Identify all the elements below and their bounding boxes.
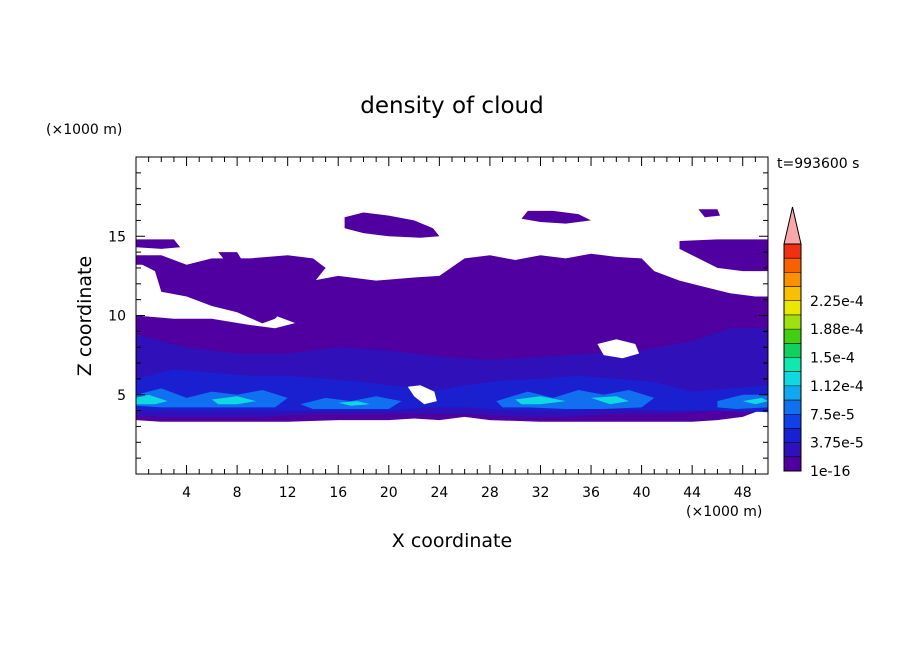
x-unit-label: (×1000 m) <box>686 504 762 520</box>
contour-region-4-3 <box>717 394 768 409</box>
x-tick-label: 24 <box>430 485 448 501</box>
x-tick-label: 48 <box>734 485 752 501</box>
y-tick-label: 10 <box>108 309 126 325</box>
contour-region-5-1 <box>211 396 257 405</box>
contour-region-0-5 <box>679 239 768 272</box>
colorbar-swatch <box>784 300 801 316</box>
colorbar-swatch <box>784 272 801 287</box>
y-unit-label: (×1000 m) <box>46 122 122 138</box>
x-axis-label: X coordinate <box>392 530 512 552</box>
colorbar-swatch <box>784 329 801 344</box>
x-tick-label: 40 <box>633 485 651 501</box>
colorbar-swatch <box>784 456 801 472</box>
contour-region-5-4 <box>591 396 629 405</box>
colorbar-label: 1.88e-4 <box>810 322 864 338</box>
colorbar-swatch <box>784 286 801 302</box>
density-field <box>136 209 768 422</box>
y-tick-label: 15 <box>108 229 126 245</box>
colorbar-label: 1.5e-4 <box>810 351 855 367</box>
time-label: t=993600 s <box>777 156 859 172</box>
x-tick-label: 12 <box>279 485 297 501</box>
colorbar: 1e-16 3.75e-5 7.5e-5 1.12e-4 1.5e-4 1.88e-4 2.… <box>783 206 864 480</box>
colorbar-swatch <box>784 385 801 401</box>
colorbar-label: 1e-16 <box>810 464 850 480</box>
contour-region-5-5 <box>742 397 768 405</box>
colorbar-label: 2.25e-4 <box>810 294 864 310</box>
x-tick-label: 20 <box>380 485 398 501</box>
x-tick-label: 36 <box>582 485 600 501</box>
colorbar-label: 7.5e-5 <box>810 407 855 423</box>
contour-region-5-2 <box>338 401 370 406</box>
colorbar-extend-arrow <box>783 206 802 245</box>
contour-region-0-0 <box>136 244 326 324</box>
x-tick-label: 16 <box>329 485 347 501</box>
colorbar-swatch <box>784 414 801 429</box>
colorbar-swatch <box>784 442 801 458</box>
colorbar-swatch <box>784 428 801 444</box>
contour-region-0-3 <box>521 210 591 224</box>
x-tick-label: 44 <box>683 485 701 501</box>
contour-region-5-0 <box>136 394 168 405</box>
colorbar-swatch <box>784 314 801 330</box>
x-tick-label: 4 <box>182 485 191 501</box>
contour-region-0-7 <box>136 239 181 249</box>
x-tick-label: 32 <box>532 485 550 501</box>
colorbar-label: 3.75e-5 <box>810 436 864 452</box>
colorbar-swatch <box>784 400 801 415</box>
contour-region-0-6 <box>218 252 241 260</box>
x-tick-label: 8 <box>233 485 242 501</box>
colorbar-swatch <box>784 244 801 259</box>
y-tick-label: 5 <box>117 388 126 404</box>
colorbar-label: 1.12e-4 <box>810 379 864 395</box>
colorbar-swatch <box>784 357 801 373</box>
colorbar-swatch <box>784 343 801 358</box>
contour-region-0-4 <box>698 209 720 218</box>
contour-region-6-1 <box>407 385 437 405</box>
contour-region-0-2 <box>344 212 440 238</box>
y-axis-ticks: 5 10 15 <box>108 172 768 459</box>
x-axis-ticks: 4 8 12 16 20 24 28 32 36 40 44 48 <box>148 157 756 501</box>
x-tick-label: 28 <box>481 485 499 501</box>
colorbar-swatch <box>784 258 801 273</box>
y-axis-label: Z coordinate <box>74 256 96 376</box>
contour-region-6-0 <box>597 339 640 359</box>
chart-title: density of cloud <box>360 93 543 119</box>
colorbar-swatch <box>784 371 801 387</box>
contour-region-5-3 <box>515 396 566 405</box>
contour-region-4-0 <box>136 388 288 408</box>
